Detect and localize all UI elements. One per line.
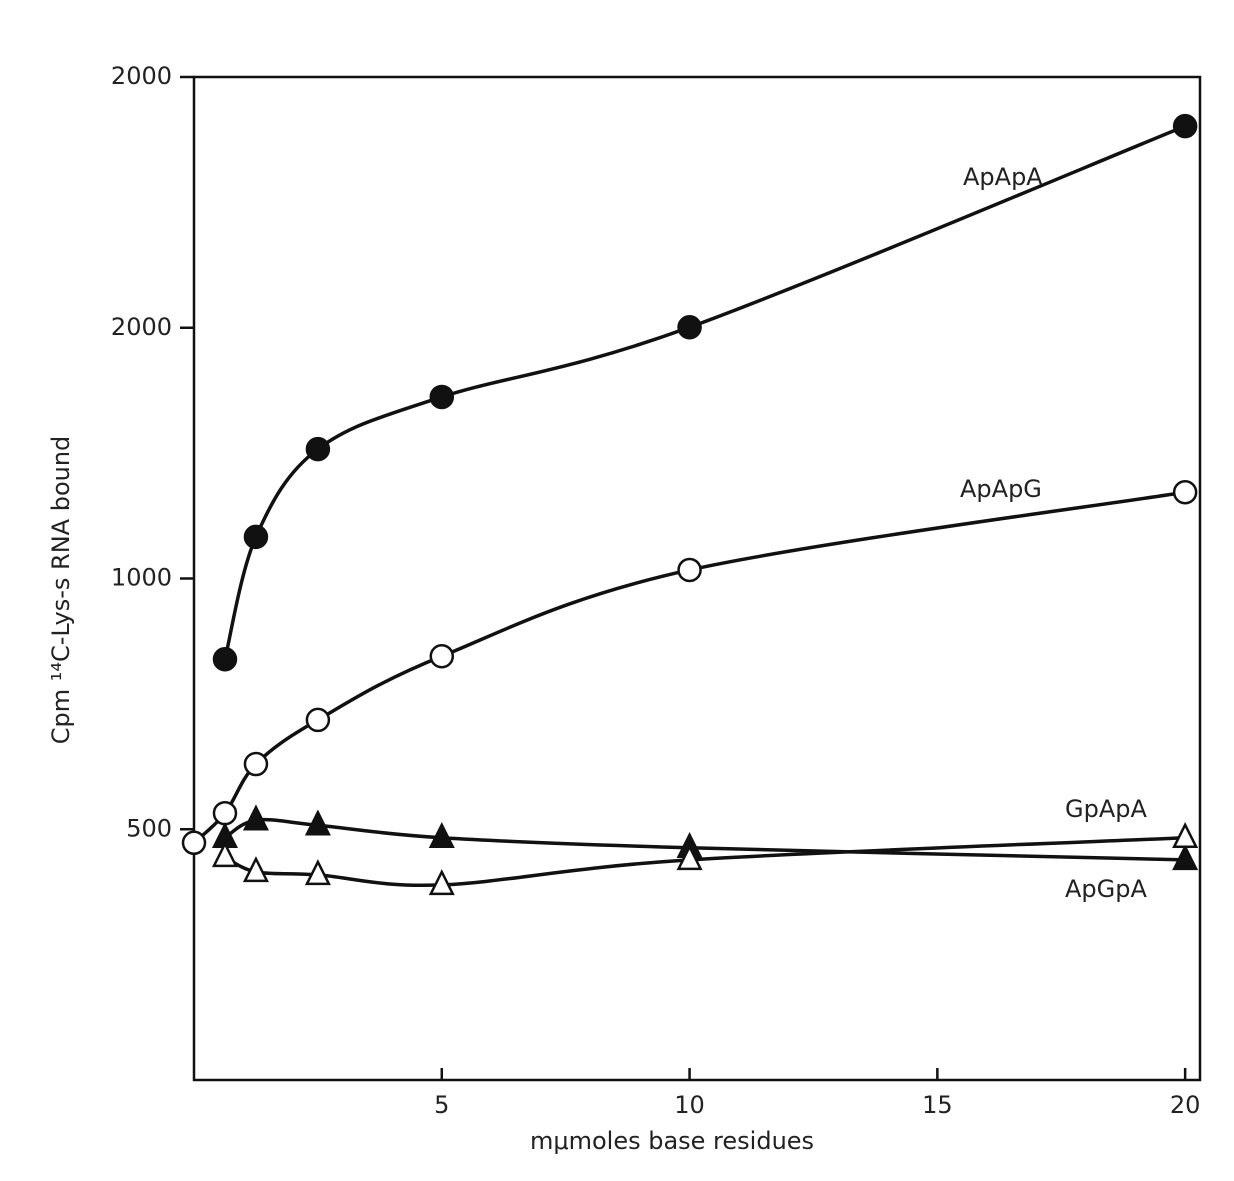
point xyxy=(181,830,207,856)
point xyxy=(242,856,269,883)
x-axis-label: mμmoles base residues xyxy=(530,1127,814,1155)
point xyxy=(676,844,703,871)
point xyxy=(428,869,455,896)
point xyxy=(243,524,269,550)
point xyxy=(677,314,702,340)
point xyxy=(1172,844,1199,871)
point xyxy=(305,436,331,462)
point xyxy=(243,751,269,777)
plot-frame xyxy=(192,75,1202,1082)
x-tick-label: 15 xyxy=(922,1091,953,1119)
point xyxy=(1172,821,1199,849)
y-axis-label: Cpm ¹⁴C-Lys-s RNA bound xyxy=(47,436,75,745)
series-label: ApApG xyxy=(960,475,1042,503)
point xyxy=(429,643,455,669)
point xyxy=(212,646,238,672)
point xyxy=(1172,113,1198,139)
point xyxy=(429,384,455,410)
series-line xyxy=(192,490,1186,845)
series-label: ApApA xyxy=(963,163,1043,191)
series-line xyxy=(223,124,1186,660)
point xyxy=(304,859,331,886)
x-tick-label: 5 xyxy=(434,1091,449,1119)
x-tick-label: 10 xyxy=(674,1091,705,1119)
point xyxy=(242,804,269,831)
x-tick-label: 20 xyxy=(1170,1091,1201,1119)
y-tick-label: 500 xyxy=(126,814,172,842)
series-label: ApGpA xyxy=(1065,875,1147,903)
point xyxy=(677,557,702,583)
y-tick-label: 1000 xyxy=(111,564,172,592)
point xyxy=(212,800,238,826)
point xyxy=(1172,479,1198,505)
series-line xyxy=(223,817,1186,862)
point xyxy=(304,809,331,836)
series-line xyxy=(224,836,1186,888)
point xyxy=(211,841,238,868)
series-label: GpApA xyxy=(1065,795,1147,823)
y-tick-label: 2000 xyxy=(111,62,172,90)
point xyxy=(305,707,331,733)
point xyxy=(428,821,455,849)
y-tick-label: 2000 xyxy=(111,313,172,341)
